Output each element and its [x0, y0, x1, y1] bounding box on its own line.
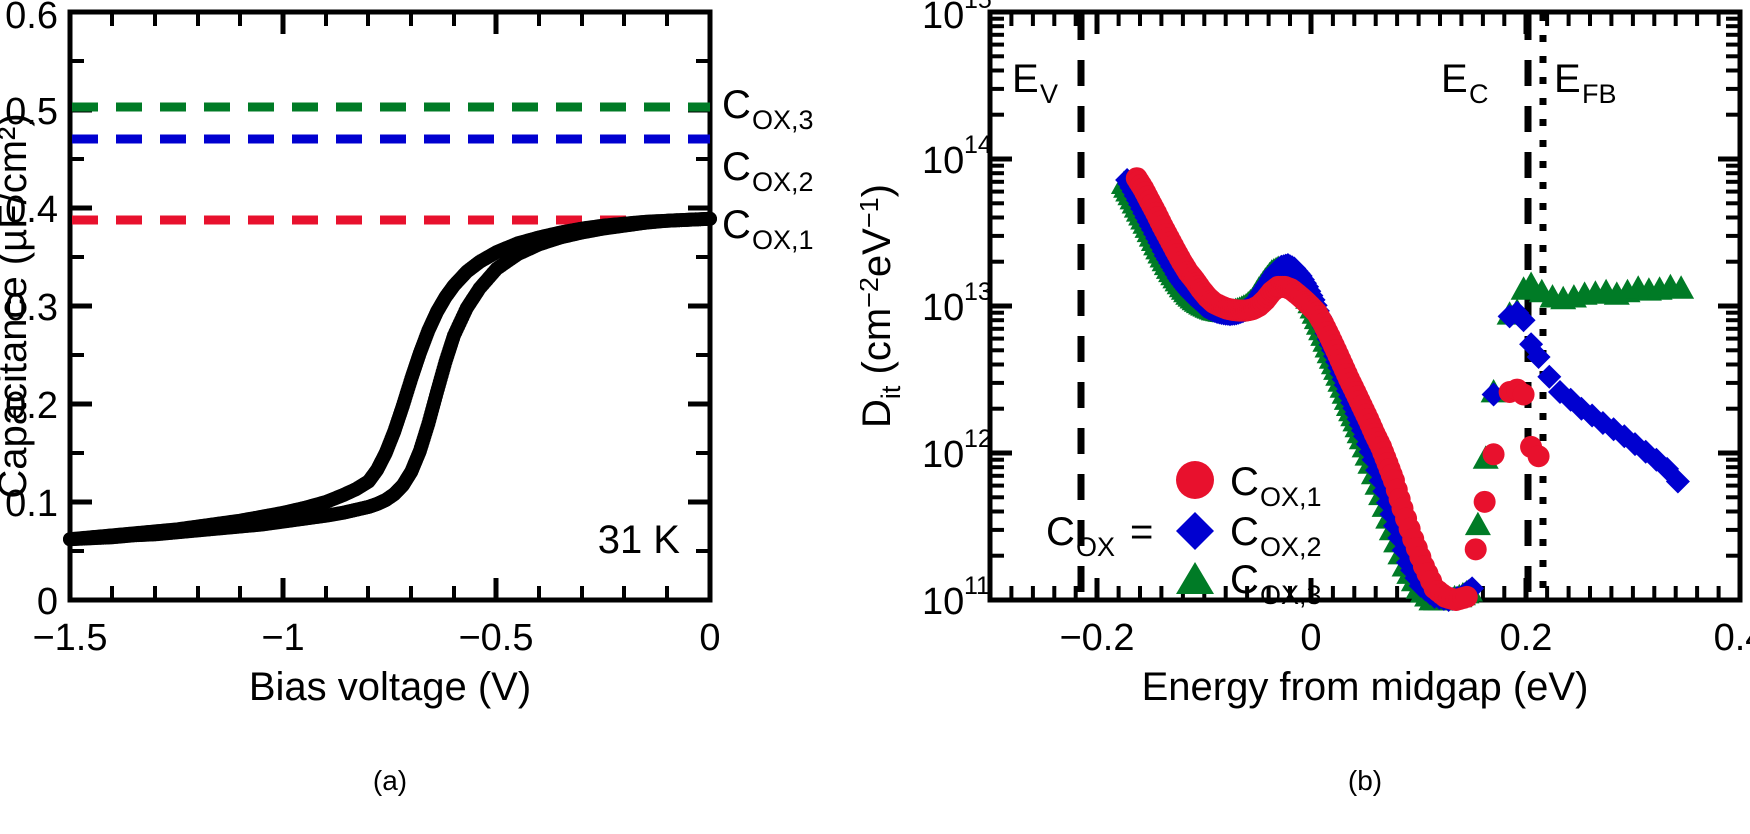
panel-b: 10 11 10 12 10 13 10 14 10 15 — [860, 0, 1750, 834]
ec-label-sub: C — [1469, 79, 1489, 109]
panel-b-ytick-label-14: 10 14 — [922, 131, 992, 182]
panel-a-ylabel: Capacitance (µF/cm²) — [0, 113, 35, 498]
panel-b-xlabel: Energy from midgap (eV) — [1142, 665, 1589, 709]
cox2-label-main: C — [722, 145, 751, 189]
cox1-label: C OX,1 — [722, 203, 814, 255]
panel-b-ylabel-sub: it — [876, 385, 906, 399]
panel-a-xtick-3: 0 — [699, 617, 720, 659]
panel-b-ytick-label-15: 10 15 — [922, 0, 992, 37]
panel-b-ytick-14-base: 10 — [922, 140, 964, 182]
panel-b-ylabel-exp2: −1 — [860, 197, 884, 228]
panel-b-ytick-15-exp: 15 — [964, 0, 992, 14]
efb-label-main: E — [1554, 57, 1581, 101]
legend-marker-circle-icon — [1176, 461, 1214, 499]
panel-b-ytick-label-13: 10 13 — [922, 278, 992, 329]
panel-b-ytick-label-11: 10 11 — [922, 572, 990, 623]
panel-b-xtick-3: 0.4 — [1714, 617, 1750, 659]
panel-b-x-axis: −0.2 0 0.2 0.4 — [1009, 12, 1750, 659]
cox3-label-main: C — [722, 83, 751, 127]
cox3-label: C OX,3 — [722, 83, 814, 135]
panel-a-svg: 0 0.1 0.2 0.3 0.4 0.5 0.6 — [0, 0, 814, 796]
ec-label: E C — [1441, 57, 1489, 109]
panel-a-ytick-2: 0.2 — [5, 385, 58, 427]
panel-b-ylabel-text: Dit (cm−2eV−1) — [860, 184, 906, 428]
panel-b-ytick-11-exp: 11 — [964, 572, 990, 600]
panel-b-ylabel-ev: eV — [860, 228, 899, 277]
panel-a-x-axis: −1.5 −1 −0.5 0 — [32, 12, 721, 659]
efb-label-sub: FB — [1582, 79, 1617, 109]
panel-a-ytick-6: 0.6 — [5, 0, 58, 37]
legend-cox1-sub: OX,1 — [1260, 482, 1322, 512]
panel-b-ylabel-exp1: −2 — [860, 277, 884, 308]
legend-equals: = — [1130, 510, 1153, 554]
panel-a-ytick-3: 0.3 — [5, 287, 58, 329]
panel-b-svg: 10 11 10 12 10 13 10 14 10 15 — [860, 0, 1750, 796]
panel-a-ytick-0: 0 — [37, 581, 58, 623]
panel-a-xtick-2: −0.5 — [458, 617, 533, 659]
legend-cox1-main: C — [1230, 460, 1259, 504]
ev-label-main: E — [1012, 57, 1039, 101]
cox1-label-main: C — [722, 203, 751, 247]
panel-a: 0 0.1 0.2 0.3 0.4 0.5 0.6 — [0, 0, 860, 834]
panel-a-plot-area — [67, 9, 713, 603]
cox1-label-sub: OX,1 — [752, 225, 814, 255]
panel-a-xtick-1: −1 — [261, 617, 304, 659]
panel-b-xtick-2: 0.2 — [1500, 617, 1553, 659]
legend-cox3-main: C — [1230, 558, 1259, 602]
panel-b-legend: C OX = C OX,1 C OX,2 C OX,3 — [1046, 460, 1322, 610]
panel-b-ytick-15-base: 10 — [922, 0, 964, 37]
ev-label: E V — [1012, 57, 1058, 109]
legend-cox2-main: C — [1230, 510, 1259, 554]
panel-b-vlines — [1077, 14, 1547, 598]
panel-a-ytick-4: 0.4 — [5, 189, 58, 231]
legend-marker-triangle-icon — [1176, 562, 1214, 594]
panel-b-ylabel-close: ) — [860, 184, 899, 197]
panel-a-cv-data — [63, 211, 717, 547]
legend-prefix-main: C — [1046, 510, 1075, 554]
panel-b-caption: (b) — [1348, 765, 1382, 796]
panel-b-y-axis: 10 11 10 12 10 13 10 14 10 15 — [922, 0, 1740, 623]
cox2-label: C OX,2 — [722, 145, 814, 197]
efb-label: E FB — [1554, 57, 1617, 109]
cox2-label-sub: OX,2 — [752, 167, 814, 197]
panel-a-xlabel: Bias voltage (V) — [249, 665, 531, 709]
panel-b-ytick-11-base: 10 — [922, 581, 964, 623]
panel-b-ylabel-main: D — [860, 399, 899, 428]
panel-b-ytick-14-exp: 14 — [964, 131, 992, 159]
panel-b-plot-area — [987, 9, 1743, 603]
legend-marker-diamond-icon — [1176, 512, 1214, 550]
panel-b-ytick-label-12: 10 12 — [922, 425, 992, 476]
panel-b-ylabel-unit: (cm — [860, 308, 899, 386]
ev-label-sub: V — [1040, 79, 1058, 109]
panel-a-ytick-1: 0.1 — [5, 483, 58, 525]
panel-a-caption: (a) — [373, 765, 407, 796]
panel-b-xtick-0: −0.2 — [1059, 617, 1134, 659]
panel-b-ytick-13-exp: 13 — [964, 278, 992, 306]
temperature-annotation: 31 K — [598, 518, 681, 562]
panel-b-ytick-12-base: 10 — [922, 434, 964, 476]
legend-cox2-sub: OX,2 — [1260, 532, 1322, 562]
panel-b-xtick-1: 0 — [1300, 617, 1321, 659]
panel-b-ytick-12-exp: 12 — [964, 425, 992, 453]
panel-a-xtick-0: −1.5 — [32, 617, 107, 659]
ec-label-main: E — [1441, 57, 1468, 101]
cox3-label-sub: OX,3 — [752, 105, 814, 135]
panel-b-ylabel: Dit (cm−2eV−1) — [860, 184, 906, 428]
panel-b-ytick-13-base: 10 — [922, 287, 964, 329]
panel-b-dit-data — [1110, 167, 1695, 612]
legend-prefix-sub: OX — [1076, 532, 1115, 562]
legend-cox3-sub: OX,3 — [1260, 580, 1322, 610]
panel-a-ytick-5: 0.5 — [5, 91, 58, 133]
